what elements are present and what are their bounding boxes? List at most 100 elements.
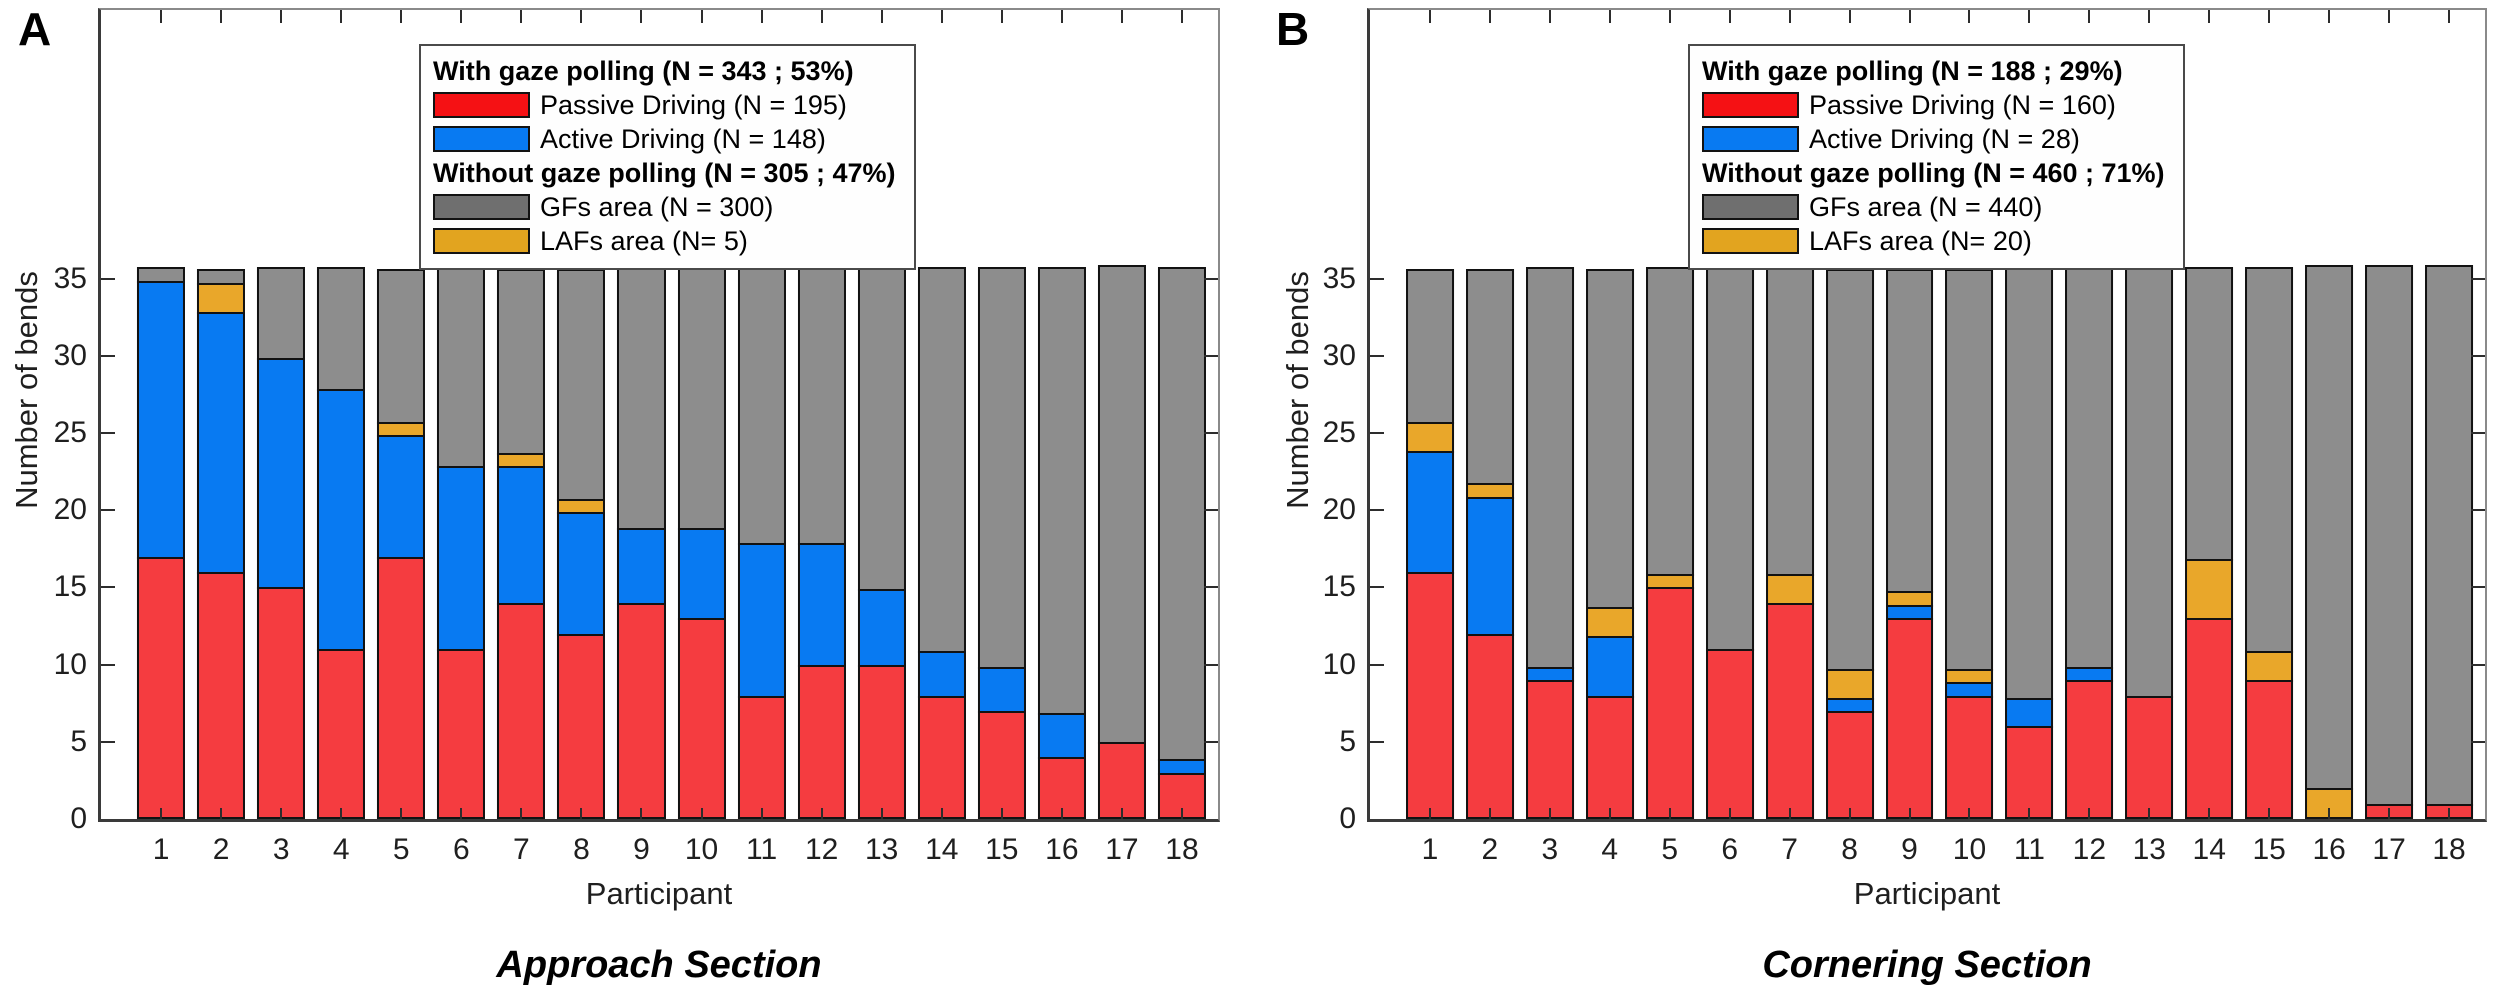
y-tick [101, 663, 115, 666]
legend-item: Passive Driving (N = 195) [433, 88, 896, 122]
bar-stack-participant-4 [317, 263, 366, 819]
x-tick [220, 10, 223, 23]
y-axis-label: Number of bends [1280, 271, 1315, 509]
segment-gfs-area [617, 267, 666, 530]
x-tick [220, 808, 223, 819]
x-tick [1668, 10, 1671, 23]
bar-stack-participant-6 [1705, 263, 1754, 819]
x-tick [460, 808, 463, 819]
x-tick [940, 10, 943, 23]
segment-passive-driving [2065, 680, 2114, 819]
segment-gfs-area [1885, 269, 1934, 594]
x-tick-label: 11 [746, 833, 778, 866]
segment-lafs-area [197, 282, 246, 314]
x-axis-label: Participant [585, 876, 733, 911]
segment-active-driving [677, 527, 726, 621]
x-tick [820, 808, 823, 819]
x-tick [2028, 10, 2031, 23]
x-tick [160, 808, 163, 819]
y-tick [1370, 354, 1384, 357]
bar-stack-participant-16 [2305, 263, 2354, 819]
bar-stack-participant-5 [1645, 263, 1694, 819]
segment-gfs-area [2185, 267, 2234, 561]
segment-active-driving [617, 527, 666, 605]
bar-stack-participant-2 [197, 263, 246, 819]
legend-group-header: With gaze polling (N = 188 ; 29%) [1702, 56, 2123, 86]
x-tick [2328, 808, 2331, 819]
bar-stack-participant-5 [377, 263, 426, 819]
x-tick-label: 4 [332, 833, 350, 866]
segment-passive-driving [1825, 710, 1874, 819]
x-tick-label: 18 [2432, 833, 2466, 866]
bar-stack-participant-9 [1885, 263, 1934, 819]
x-tick [2328, 10, 2331, 23]
legend-swatch [433, 92, 530, 118]
segment-active-driving [917, 651, 966, 698]
x-tick [760, 10, 763, 23]
bar-stack-participant-11 [737, 263, 786, 819]
bar-stack-participant-13 [2125, 263, 2174, 819]
y-tick [1370, 277, 1384, 280]
x-tick-label: 15 [2252, 833, 2286, 866]
segment-active-driving [317, 388, 366, 652]
x-tick [1180, 808, 1183, 819]
segment-gfs-area [2305, 265, 2354, 791]
segment-gfs-area [2245, 267, 2294, 654]
bar-stack-participant-7 [1765, 263, 1814, 819]
legend-swatch [433, 194, 530, 220]
x-tick [1908, 10, 1911, 23]
x-tick [1608, 10, 1611, 23]
segment-active-driving [737, 543, 786, 698]
x-tick [460, 10, 463, 23]
bar-stack-participant-18 [2425, 263, 2473, 819]
x-tick [2268, 10, 2271, 23]
y-tick-label: 15 [1322, 570, 1356, 604]
x-tick [1120, 808, 1123, 819]
y-tick [2471, 586, 2485, 589]
x-tick [520, 10, 523, 23]
x-tick-label: 17 [2372, 833, 2406, 866]
x-axis-label: Participant [1853, 876, 2001, 911]
x-tick [280, 10, 283, 23]
segment-passive-driving [1705, 649, 1754, 819]
legend-item-label: Passive Driving (N = 195) [540, 89, 847, 120]
segment-active-driving [797, 543, 846, 667]
y-tick [2471, 509, 2485, 512]
y-tick-label: 5 [70, 724, 87, 758]
bar-stack-participant-4 [1585, 263, 1634, 819]
bar-stack-participant-2 [1465, 263, 1514, 819]
x-tick [1968, 10, 1971, 23]
bar-stack-participant-16 [1037, 263, 1086, 819]
y-tick [1370, 740, 1384, 743]
x-tick-label: 7 [513, 833, 530, 866]
x-tick-label: 8 [573, 833, 590, 866]
y-tick [1204, 432, 1218, 435]
x-tick-label: 6 [1721, 833, 1739, 866]
x-tick [2148, 808, 2151, 819]
legend-item-label: Active Driving (N = 28) [1809, 123, 2080, 154]
segment-passive-driving [677, 618, 726, 819]
segment-gfs-area [2065, 267, 2114, 669]
x-tick [2028, 808, 2031, 819]
legend-item-label: LAFs area (N= 20) [1809, 225, 2032, 256]
bar-stack-participant-18 [1157, 263, 1206, 819]
bar-stack-participant-3 [1525, 263, 1574, 819]
y-tick-label: 5 [1339, 724, 1356, 758]
segment-gfs-area [257, 267, 306, 360]
x-tick-label: 1 [1421, 833, 1439, 866]
y-tick [101, 509, 115, 512]
y-tick-label: 35 [53, 261, 87, 295]
segment-gfs-area [977, 267, 1026, 669]
x-tick-label: 1 [152, 833, 170, 866]
x-tick [940, 808, 943, 819]
bar-stack-participant-15 [977, 263, 1026, 819]
x-tick-label: 14 [2192, 833, 2226, 866]
segment-gfs-area [1525, 267, 1574, 669]
segment-passive-driving [377, 556, 426, 819]
segment-lafs-area [2245, 651, 2294, 683]
x-tick [1848, 10, 1851, 23]
segment-gfs-area [737, 267, 786, 546]
x-tick-label: 5 [1661, 833, 1679, 866]
